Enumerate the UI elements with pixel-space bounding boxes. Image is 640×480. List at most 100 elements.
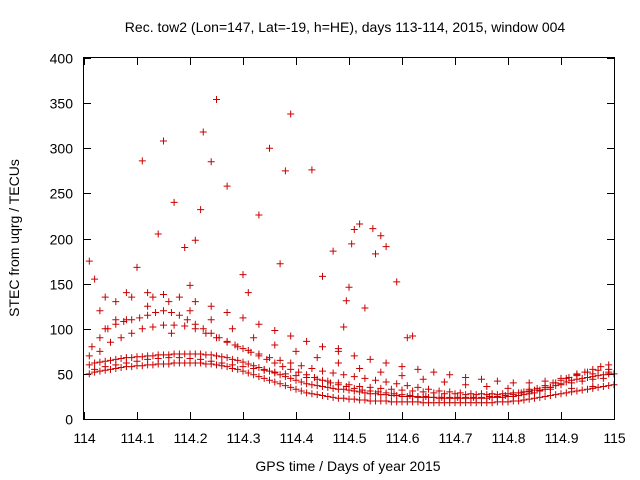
data-point <box>117 355 125 363</box>
data-point <box>488 390 496 398</box>
data-point <box>319 392 326 400</box>
x-tick-label: 114.8 <box>492 430 526 446</box>
data-point <box>295 368 303 376</box>
data-point <box>107 338 114 346</box>
data-point <box>414 383 422 391</box>
data-point <box>319 343 326 351</box>
data-point <box>266 144 273 152</box>
x-tick-label: 114 <box>73 430 96 446</box>
data-point <box>250 364 258 372</box>
y-tick-label: 150 <box>50 277 74 293</box>
data-point <box>334 359 342 367</box>
data-point <box>281 382 289 390</box>
data-point <box>319 383 326 391</box>
x-tick-label: 114.6 <box>386 430 420 446</box>
x-tick-label: 115 <box>603 430 626 446</box>
data-point <box>96 307 104 315</box>
data-point <box>149 323 157 331</box>
data-point <box>605 382 613 390</box>
data-point <box>85 370 93 378</box>
data-point <box>175 311 183 319</box>
data-point <box>462 381 470 389</box>
data-point <box>149 361 157 369</box>
data-point <box>213 361 220 369</box>
data-point <box>91 275 99 283</box>
data-point <box>387 385 395 393</box>
data-point <box>361 304 369 312</box>
data-point <box>287 383 295 391</box>
data-point <box>223 354 231 362</box>
data-point <box>207 351 215 359</box>
data-point <box>260 374 268 382</box>
data-point <box>573 387 581 395</box>
data-point <box>175 293 183 301</box>
data-point <box>308 166 316 174</box>
data-point <box>472 391 480 399</box>
data-point <box>228 325 236 333</box>
y-tick-label: 50 <box>57 367 73 383</box>
data-point <box>297 378 305 386</box>
data-point <box>308 364 316 372</box>
data-point <box>228 361 236 369</box>
data-point <box>85 361 93 369</box>
data-point <box>128 293 136 301</box>
data-point <box>589 383 597 391</box>
data-point <box>281 167 289 175</box>
data-point <box>91 365 99 373</box>
y-axis-label: STEC from uqrg / TECUs <box>6 159 22 317</box>
data-point <box>414 365 422 373</box>
data-point <box>440 378 448 386</box>
data-point <box>191 298 199 306</box>
data-point <box>329 369 337 377</box>
data-point <box>334 345 342 353</box>
data-point <box>319 376 326 384</box>
x-tick-label: 114.5 <box>333 430 367 446</box>
data-point <box>546 385 554 393</box>
data-point <box>568 384 576 392</box>
data-point <box>160 290 167 298</box>
data-point <box>96 334 104 342</box>
data-point <box>345 381 353 389</box>
data-point <box>133 263 141 271</box>
plot-frame <box>83 57 615 420</box>
data-point <box>358 386 366 394</box>
data-point <box>462 391 470 399</box>
data-point <box>181 322 189 330</box>
data-point <box>271 359 279 367</box>
data-point <box>303 337 311 345</box>
data-point <box>239 314 247 322</box>
data-point <box>509 379 517 387</box>
data-point <box>181 244 189 252</box>
data-point <box>154 230 162 238</box>
data-point <box>382 397 390 405</box>
data-point <box>234 365 242 373</box>
data-point <box>382 389 390 397</box>
data-point <box>167 329 175 337</box>
data-point <box>546 392 554 400</box>
data-point <box>406 392 414 400</box>
data-point <box>175 354 183 362</box>
data-point <box>149 293 157 301</box>
data-point <box>361 374 369 382</box>
x-tick-label: 114.7 <box>439 430 473 446</box>
data-point <box>223 309 231 317</box>
data-point <box>165 360 173 368</box>
x-tick-label: 114.9 <box>545 430 579 446</box>
data-point <box>599 383 607 391</box>
data-point <box>144 311 152 319</box>
data-point <box>101 325 109 333</box>
data-point <box>276 380 284 388</box>
data-point <box>186 307 194 315</box>
data-point <box>128 363 136 371</box>
data-point <box>366 383 374 391</box>
data-point <box>292 372 300 380</box>
data-point <box>324 377 332 385</box>
data-point <box>303 389 311 397</box>
x-axis-label: GPS time / Days of year 2015 <box>255 458 440 474</box>
data-point <box>149 352 157 360</box>
data-point <box>419 375 427 383</box>
data-point <box>128 329 136 337</box>
data-point <box>223 338 231 346</box>
data-point <box>342 297 350 305</box>
